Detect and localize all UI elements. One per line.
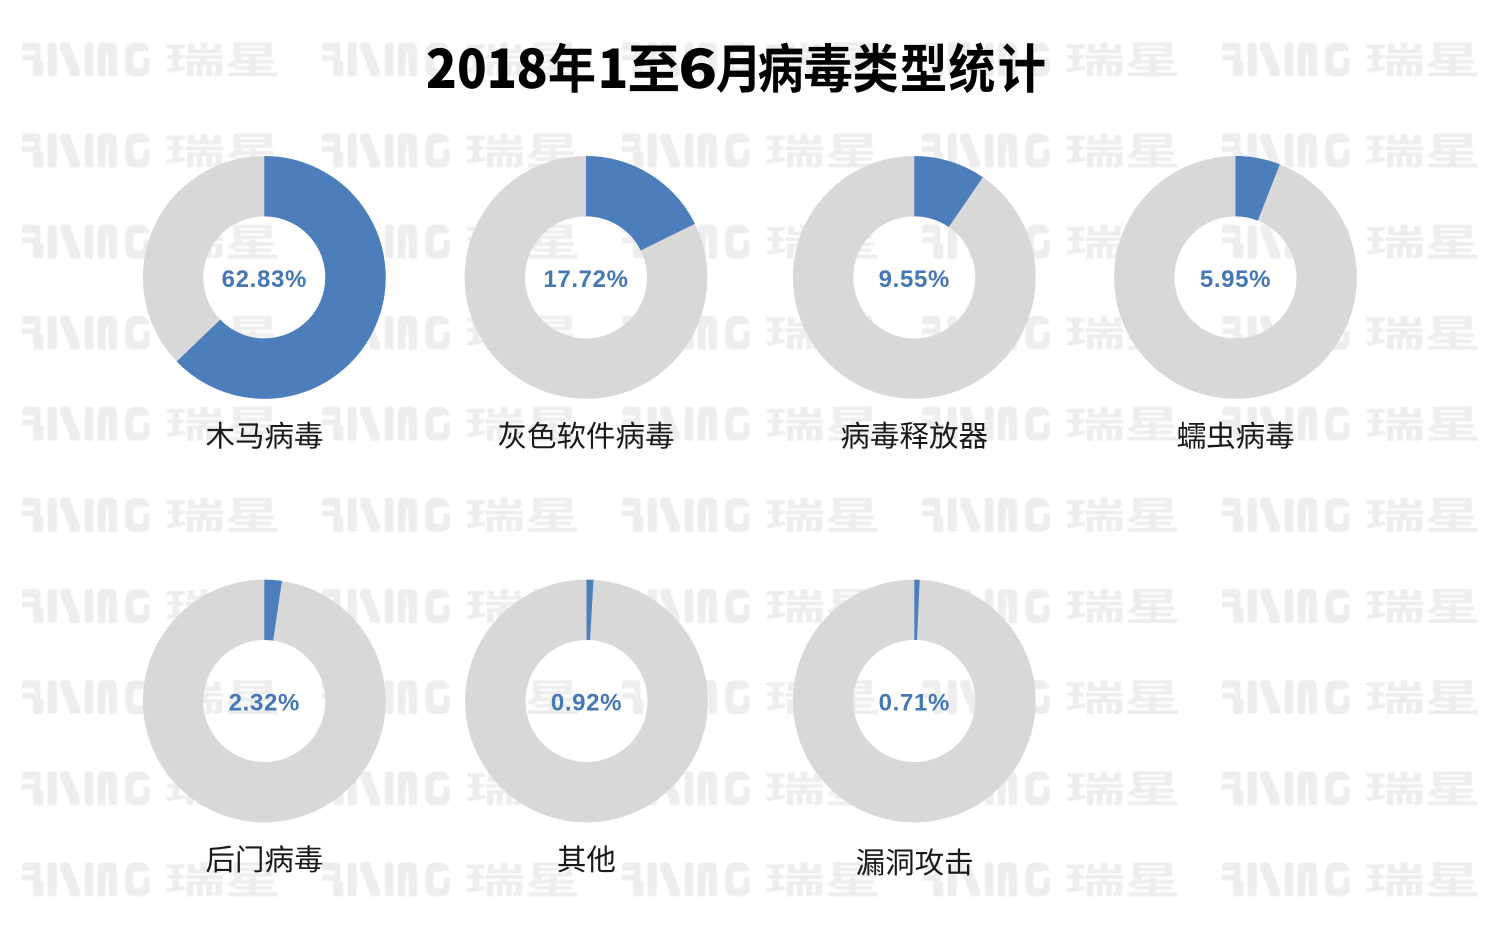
- svg-text:9.55%: 9.55%: [879, 266, 950, 293]
- svg-text:62.83%: 62.83%: [222, 266, 307, 293]
- svg-text:2.32%: 2.32%: [229, 690, 300, 717]
- svg-text:5.95%: 5.95%: [1200, 266, 1271, 293]
- svg-text:0.92%: 0.92%: [551, 690, 622, 717]
- svg-text:17.72%: 17.72%: [543, 266, 628, 293]
- svg-text:0.71%: 0.71%: [879, 690, 950, 717]
